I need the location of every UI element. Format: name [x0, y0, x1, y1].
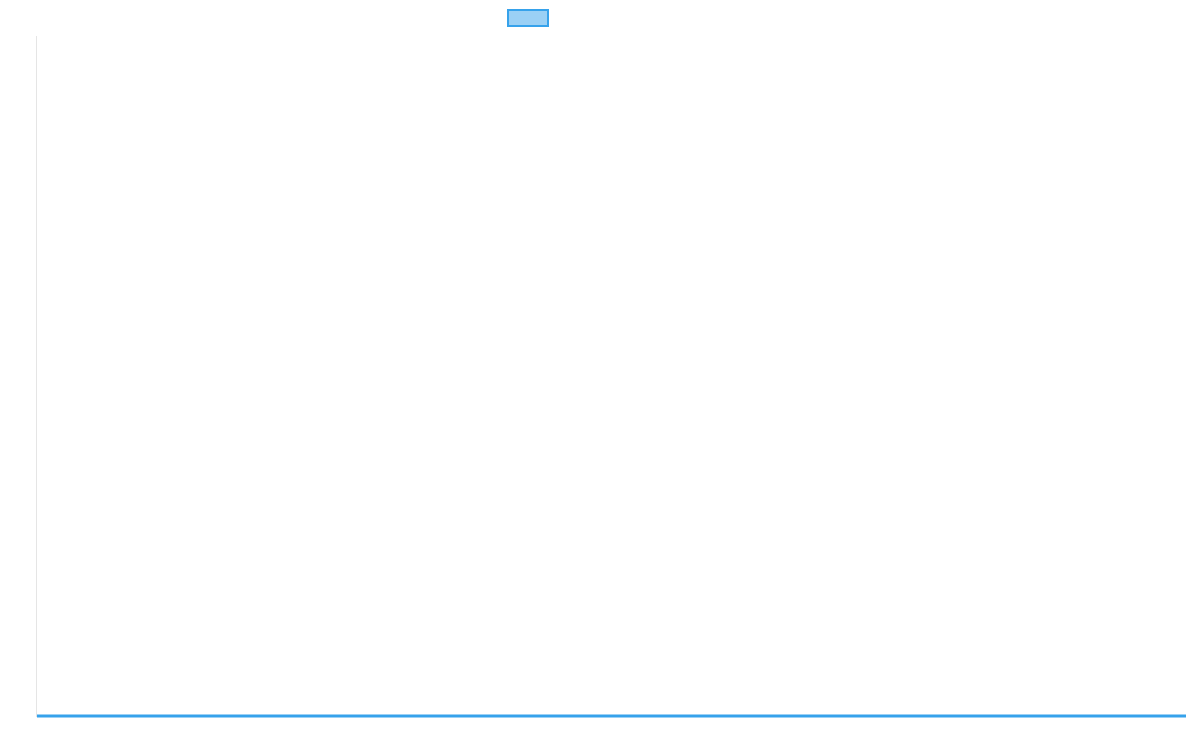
legend-swatch[interactable] — [507, 9, 549, 27]
legend[interactable] — [507, 9, 549, 27]
